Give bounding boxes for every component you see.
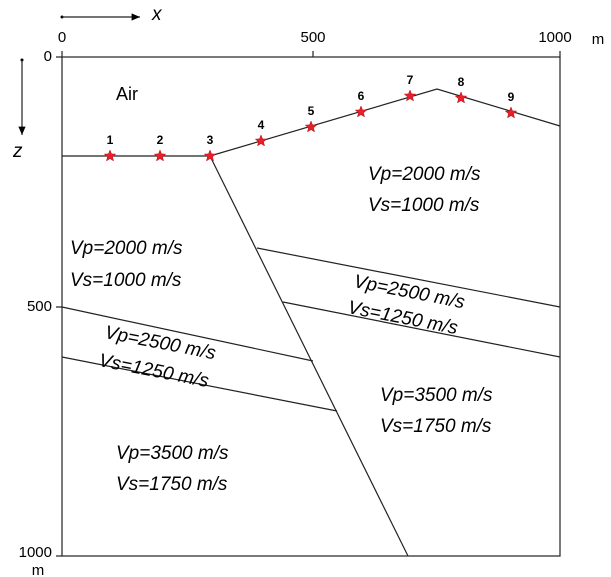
station-label: 6 [358, 89, 365, 103]
x-tick-label: 1000 [538, 29, 571, 46]
station-label: 4 [258, 118, 265, 132]
x-label: x [151, 4, 163, 25]
x-tick-label: 0 [58, 29, 66, 46]
station-label: 7 [407, 73, 414, 87]
velocity-label: Vs=1750 m/s [380, 416, 492, 437]
interface [61, 356, 338, 412]
velocity-label: Vs=1000 m/s [368, 195, 480, 216]
station-marker [403, 89, 417, 102]
velocity-label: Vp=2000 m/s [70, 238, 183, 259]
station-label: 9 [508, 90, 515, 104]
z-tick-label: 1000 [19, 544, 52, 561]
station-label: 2 [157, 133, 164, 147]
velocity-label: Vs=1750 m/s [116, 474, 228, 495]
station-marker [254, 134, 268, 147]
z-unit: m [32, 562, 45, 577]
station-label: 8 [458, 75, 465, 89]
air-label: Air [116, 84, 138, 104]
velocity-label: Vs=1000 m/s [70, 270, 182, 291]
z-label: z [12, 141, 23, 162]
station-marker [153, 149, 167, 162]
velocity-label: Vp=3500 m/s [116, 443, 229, 464]
station-marker [203, 149, 217, 162]
station-marker [504, 106, 518, 119]
surface [62, 88, 561, 157]
interface [256, 247, 561, 308]
station-marker [454, 91, 468, 104]
velocity-label: Vp=2000 m/s [368, 164, 481, 185]
velocity-label: Vp=3500 m/s [380, 385, 493, 406]
z-tick-label: 500 [27, 298, 52, 315]
station-label: 3 [207, 133, 214, 147]
x-tick-label: 500 [300, 29, 325, 46]
station-marker [103, 149, 117, 162]
x-unit: m [592, 31, 605, 48]
station-label: 5 [308, 104, 315, 118]
interface [61, 306, 314, 362]
fault [209, 155, 409, 557]
interface [282, 301, 561, 358]
station-marker [304, 120, 318, 133]
station-label: 1 [107, 133, 114, 147]
z-tick-label: 0 [44, 48, 52, 65]
station-marker [354, 105, 368, 118]
